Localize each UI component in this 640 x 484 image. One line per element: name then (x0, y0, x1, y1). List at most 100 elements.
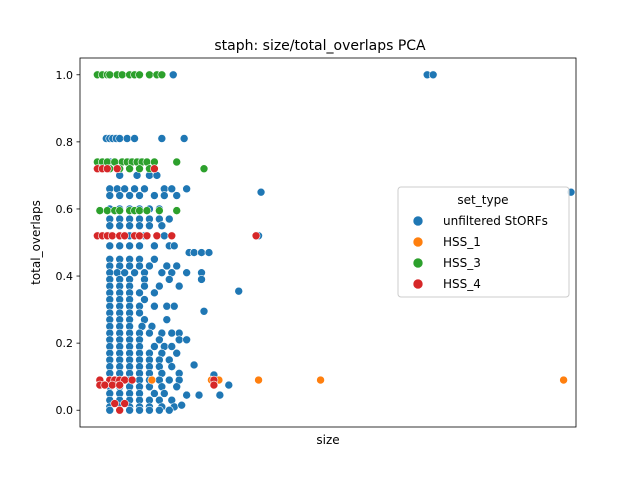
y-tick-label: 0.4 (56, 270, 74, 283)
point-unfiltered-storfs (130, 184, 139, 194)
point-hss-4 (115, 380, 124, 390)
point-unfiltered-storfs (120, 184, 129, 194)
point-unfiltered-storfs (125, 405, 134, 415)
point-hss-4 (209, 380, 219, 390)
point-hss-3 (142, 206, 152, 215)
point-unfiltered-storfs (145, 221, 154, 231)
point-unfiltered-storfs (105, 221, 115, 231)
y-tick-label: 0.8 (56, 136, 74, 149)
point-hss-4 (112, 164, 122, 173)
point-unfiltered-storfs (169, 301, 179, 311)
point-unfiltered-storfs (145, 261, 154, 271)
x-axis-label: size (316, 433, 339, 447)
point-hss-4 (150, 164, 159, 173)
legend-title: set_type (457, 193, 508, 207)
point-hss-4 (152, 231, 162, 241)
point-unfiltered-storfs (130, 134, 139, 143)
legend-marker (412, 257, 424, 269)
point-unfiltered-storfs (182, 268, 191, 277)
point-hss-3 (115, 206, 124, 215)
point-hss-3 (157, 70, 167, 80)
point-hss-3 (135, 164, 144, 173)
point-unfiltered-storfs (168, 70, 178, 80)
point-unfiltered-storfs (172, 382, 182, 392)
point-unfiltered-storfs (189, 360, 199, 370)
point-unfiltered-storfs (182, 184, 191, 194)
point-unfiltered-storfs (140, 295, 149, 304)
point-unfiltered-storfs (150, 288, 159, 298)
point-unfiltered-storfs (162, 301, 172, 311)
point-hss-4 (142, 231, 152, 241)
point-unfiltered-storfs (135, 191, 144, 200)
legend-label: unfiltered StORFs (443, 214, 548, 228)
point-hss-1 (254, 375, 263, 385)
point-hss-4 (110, 399, 120, 408)
point-hss-4 (127, 375, 137, 385)
point-hss-3 (95, 206, 105, 215)
point-unfiltered-storfs (125, 191, 134, 200)
point-unfiltered-storfs (157, 268, 167, 277)
chart-title: staph: size/total_overlaps PCA (214, 38, 426, 54)
y-tick-label: 0.0 (56, 404, 74, 417)
point-hss-4 (107, 231, 117, 241)
point-hss-3 (135, 70, 144, 80)
point-unfiltered-storfs (105, 405, 115, 415)
legend-box (397, 186, 570, 298)
point-unfiltered-storfs (204, 248, 214, 257)
point-unfiltered-storfs (167, 362, 177, 371)
point-unfiltered-storfs (125, 241, 134, 251)
point-unfiltered-storfs (167, 328, 177, 338)
point-unfiltered-storfs (194, 390, 204, 400)
point-unfiltered-storfs (164, 375, 174, 385)
point-unfiltered-storfs (167, 184, 177, 194)
point-unfiltered-storfs (135, 241, 144, 251)
point-unfiltered-storfs (155, 335, 164, 345)
point-unfiltered-storfs (150, 301, 159, 311)
point-unfiltered-storfs (135, 405, 144, 415)
point-hss-3 (125, 164, 134, 173)
point-unfiltered-storfs (215, 390, 225, 400)
legend-entries: unfiltered StORFs HSS_1 HSS_3 HSS_4 (412, 214, 548, 291)
point-hss-4 (135, 231, 144, 241)
y-axis-label: total_overlaps (29, 200, 43, 285)
point-unfiltered-storfs (428, 70, 438, 80)
legend-marker (412, 278, 424, 290)
point-unfiltered-storfs (135, 221, 144, 231)
point-hss-3 (155, 206, 164, 215)
point-unfiltered-storfs (177, 400, 186, 410)
point-hss-3 (117, 70, 127, 80)
point-unfiltered-storfs (140, 281, 149, 291)
point-unfiltered-storfs (189, 248, 199, 257)
point-unfiltered-storfs (130, 268, 139, 277)
point-unfiltered-storfs (135, 308, 144, 318)
point-hss-4 (167, 231, 177, 241)
point-unfiltered-storfs (172, 191, 182, 200)
point-hss-1 (316, 375, 325, 385)
point-unfiltered-storfs (105, 191, 115, 200)
point-unfiltered-storfs (160, 389, 169, 398)
point-hss-4 (100, 380, 110, 390)
point-unfiltered-storfs (182, 390, 191, 400)
point-unfiltered-storfs (157, 221, 167, 231)
point-hss-4 (102, 164, 112, 173)
point-hss-4 (107, 380, 117, 390)
point-unfiltered-storfs (162, 261, 172, 271)
point-hss-3 (102, 206, 112, 215)
point-unfiltered-storfs (120, 268, 129, 277)
point-unfiltered-storfs (234, 286, 244, 296)
point-hss-3 (172, 206, 182, 215)
point-unfiltered-storfs (162, 315, 172, 324)
point-unfiltered-storfs (115, 134, 124, 143)
point-unfiltered-storfs (199, 306, 209, 316)
point-unfiltered-storfs (150, 342, 159, 351)
y-tick-label: 0.2 (56, 337, 74, 350)
point-unfiltered-storfs (125, 221, 134, 231)
point-unfiltered-storfs (150, 191, 159, 200)
point-unfiltered-storfs (160, 191, 169, 200)
point-hss-3 (199, 164, 209, 173)
point-unfiltered-storfs (182, 335, 191, 345)
point-unfiltered-storfs (174, 281, 184, 291)
point-unfiltered-storfs (172, 261, 182, 271)
y-tick-label: 0.6 (56, 203, 74, 216)
